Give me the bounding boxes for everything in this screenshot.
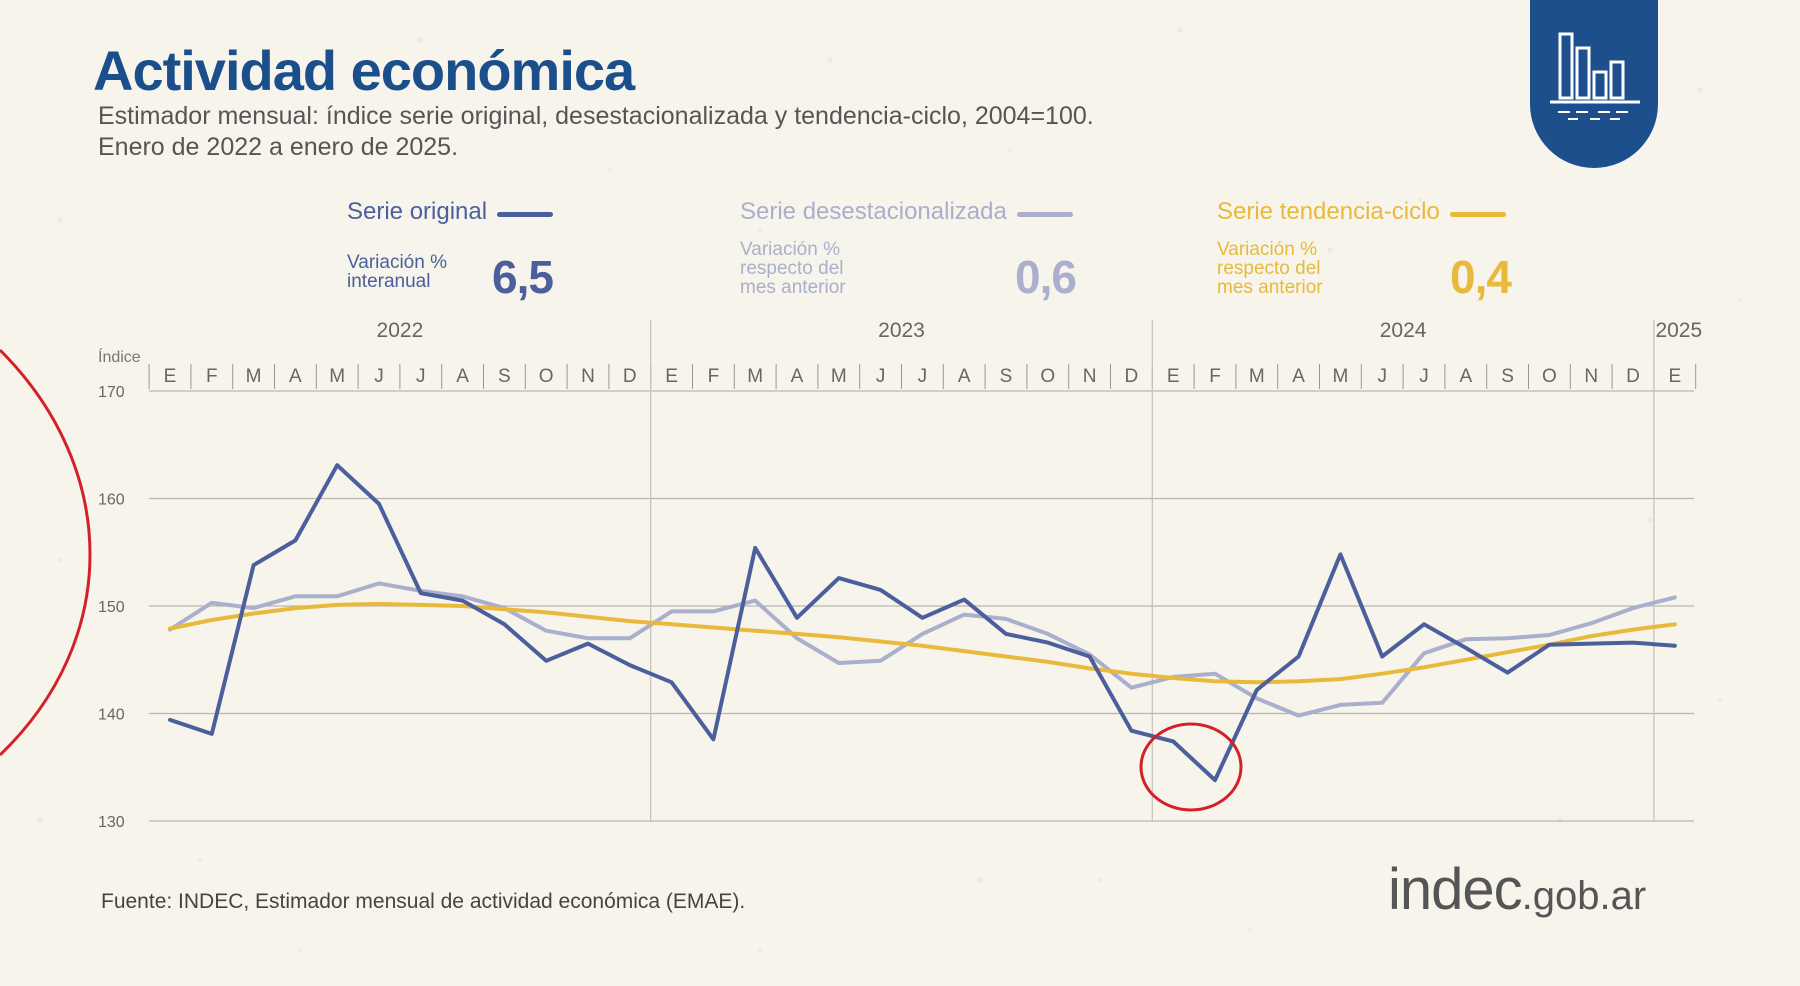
year-label-2022: 2022 bbox=[377, 319, 424, 342]
subtitle-line-1: Estimador mensual: índice serie original… bbox=[98, 102, 1094, 130]
month-tick-label: M bbox=[246, 366, 262, 387]
month-tick-label: O bbox=[539, 366, 554, 387]
month-tick-label: M bbox=[1249, 366, 1265, 387]
legend-desestacionalizada-swatch bbox=[1016, 212, 1073, 218]
y-tick-label: 140 bbox=[98, 707, 125, 724]
y-axis-label: Índice bbox=[98, 347, 141, 366]
legend-original-desc: Variación % interanual bbox=[347, 252, 447, 292]
legend-original-swatch bbox=[497, 212, 554, 218]
month-tick-label: A bbox=[958, 366, 971, 387]
month-tick-label: N bbox=[1584, 366, 1598, 387]
year-label-2024: 2024 bbox=[1380, 319, 1427, 342]
month-tick-label: F bbox=[708, 366, 720, 387]
month-tick-label: E bbox=[665, 366, 678, 387]
month-tick-label: J bbox=[1419, 366, 1429, 387]
month-tick-label: J bbox=[1377, 366, 1387, 387]
y-tick-label: 160 bbox=[98, 492, 125, 509]
month-tick-label: D bbox=[1626, 366, 1640, 387]
month-tick-label: F bbox=[1209, 366, 1221, 387]
bar-chart-icon bbox=[1550, 32, 1640, 120]
month-tick-label: O bbox=[1040, 366, 1055, 387]
month-tick-label: E bbox=[1167, 366, 1180, 387]
legend-tendencia-swatch bbox=[1449, 212, 1506, 218]
left-edge-arc bbox=[0, 348, 92, 757]
month-tick-label: D bbox=[623, 366, 637, 387]
series-line-serie-tendencia-ciclo bbox=[168, 601, 1677, 685]
subtitle-line-2: Enero de 2022 a enero de 2025. bbox=[98, 133, 459, 161]
month-tick-label: A bbox=[1292, 366, 1305, 387]
month-tick-label: M bbox=[747, 366, 763, 387]
y-tick-label: 150 bbox=[98, 599, 125, 616]
month-tick-label: D bbox=[1125, 366, 1139, 387]
month-tick-label: S bbox=[1000, 366, 1013, 387]
month-tick-label: N bbox=[581, 366, 595, 387]
legend-desestacionalizada-value: 0,6 bbox=[1015, 251, 1077, 303]
legend-tendencia-desc: Variación % respecto del mes anterior bbox=[1217, 239, 1323, 298]
month-tick-label: A bbox=[456, 366, 469, 387]
logo-main: indec bbox=[1388, 857, 1523, 922]
year-label-2025: 2025 bbox=[1655, 319, 1702, 342]
month-tick-label: J bbox=[374, 366, 384, 387]
month-tick-label: S bbox=[498, 366, 511, 387]
legend-tendencia-name: Serie tendencia-ciclo bbox=[1217, 198, 1440, 225]
source-note: Fuente: INDEC, Estimador mensual de acti… bbox=[101, 890, 746, 913]
month-tick-label: M bbox=[831, 366, 847, 387]
legend-original: Serie original Variación % interanual 6,… bbox=[347, 198, 554, 303]
month-tick-label: J bbox=[918, 366, 928, 387]
legend-original-name: Serie original bbox=[347, 198, 488, 225]
indec-badge bbox=[1530, 0, 1658, 168]
y-tick-label: 170 bbox=[98, 384, 125, 401]
page-subtitle: Estimador mensual: índice serie original… bbox=[98, 101, 1094, 163]
month-tick-label: M bbox=[329, 366, 345, 387]
legend-desestacionalizada: Serie desestacionalizada Variación % res… bbox=[740, 198, 1077, 303]
month-tick-label: A bbox=[791, 366, 804, 387]
legend-original-value: 6,5 bbox=[492, 251, 554, 303]
legend-tendencia: Serie tendencia-ciclo Variación % respec… bbox=[1217, 198, 1512, 303]
logo-domain: .gob.ar bbox=[1521, 874, 1647, 918]
month-tick-label: J bbox=[416, 366, 426, 387]
month-tick-label: A bbox=[1459, 366, 1472, 387]
month-tick-label: J bbox=[876, 366, 886, 387]
legend-desestacionalizada-name: Serie desestacionalizada bbox=[740, 198, 1007, 225]
legend-desestacionalizada-desc: Variación % respecto del mes anterior bbox=[740, 239, 846, 298]
legend-tendencia-value: 0,4 bbox=[1450, 251, 1512, 303]
series-line-serie-original bbox=[168, 463, 1677, 783]
month-tick-label: A bbox=[289, 366, 302, 387]
month-tick-label: S bbox=[1501, 366, 1514, 387]
month-tick-label: F bbox=[206, 366, 218, 387]
month-tick-label: E bbox=[164, 366, 177, 387]
month-tick-label: M bbox=[1332, 366, 1348, 387]
indec-logo[interactable]: indec.gob.ar bbox=[1388, 856, 1646, 923]
year-label-2023: 2023 bbox=[878, 319, 925, 342]
highlight-circle bbox=[1139, 722, 1243, 812]
page-title: Actividad económica bbox=[93, 39, 635, 102]
month-tick-label: N bbox=[1083, 366, 1097, 387]
month-tick-label: O bbox=[1542, 366, 1557, 387]
y-tick-label: 130 bbox=[98, 814, 125, 831]
month-tick-label: E bbox=[1668, 366, 1681, 387]
